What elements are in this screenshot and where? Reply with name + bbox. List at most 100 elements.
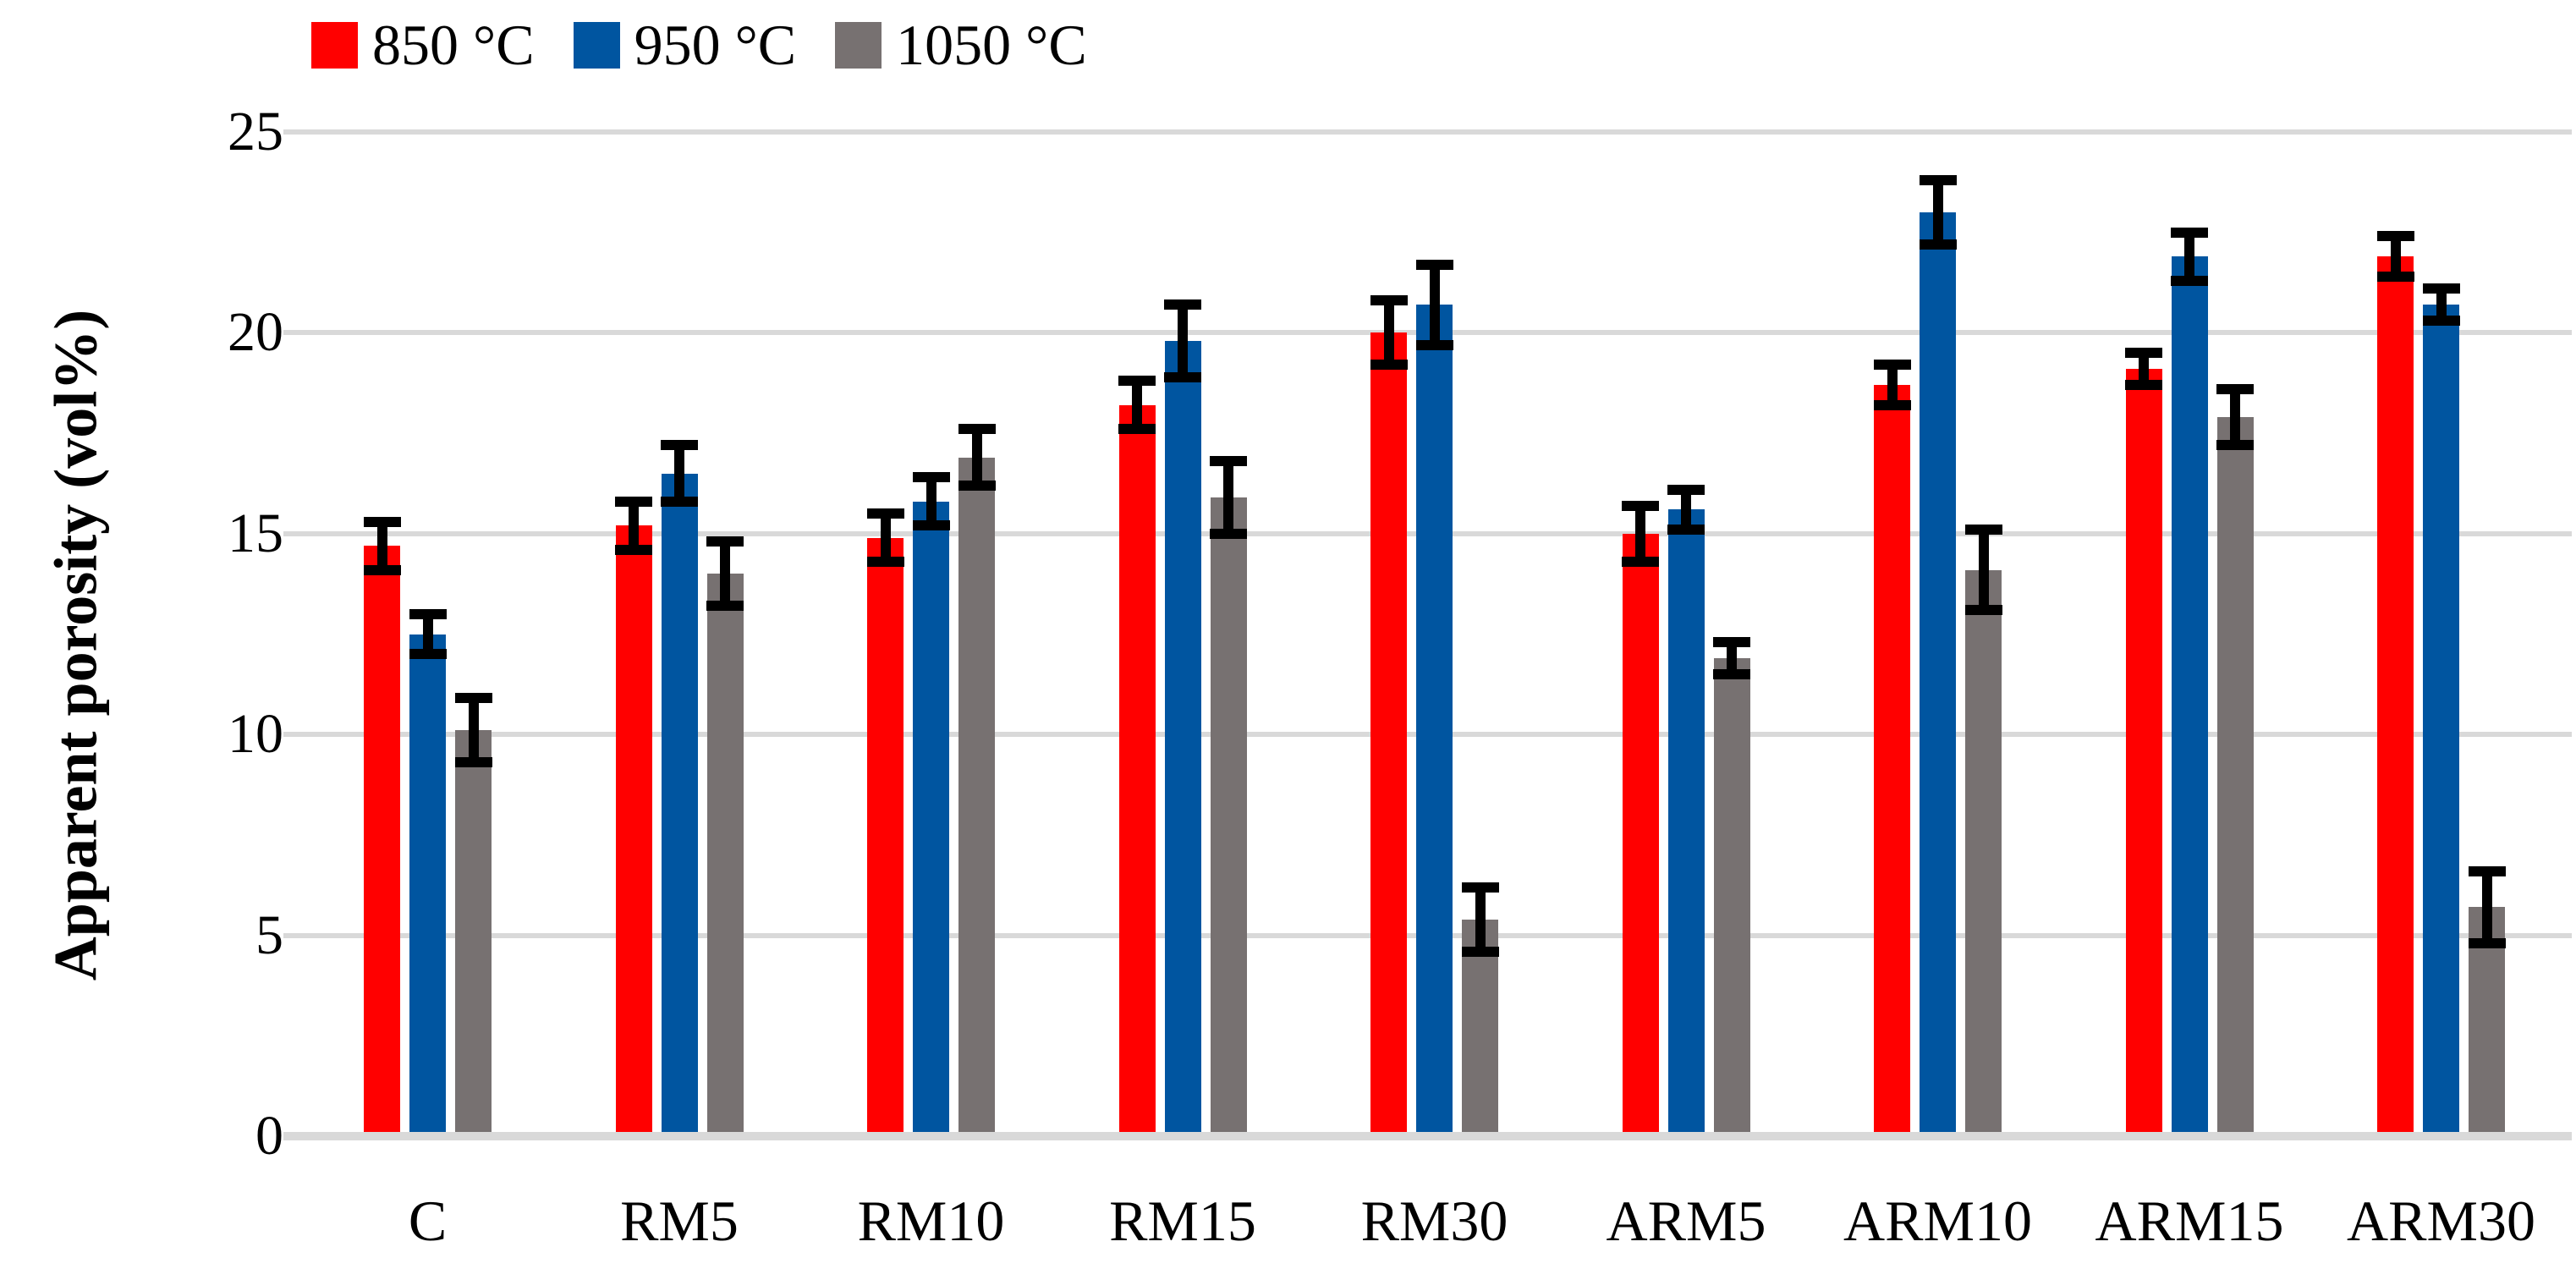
bar-rm5-850-c — [615, 525, 652, 1132]
x-category-label-arm5: ARM5 — [1606, 1189, 1766, 1253]
bar-rm15-1050-c — [1210, 497, 1247, 1132]
y-tick-label-25: 25 — [228, 101, 283, 162]
bar-rm15-850-c — [1118, 404, 1156, 1132]
error-bar-cap-top — [866, 508, 904, 519]
error-bar-cap-top — [1370, 295, 1408, 306]
error-bar-cap-top — [706, 536, 744, 547]
error-bar-line — [2481, 871, 2492, 944]
bar-rm30-950-c — [1416, 305, 1453, 1132]
error-bar-line — [1635, 505, 1645, 563]
error-bar-line — [2184, 232, 2194, 281]
bar-arm10-950-c — [1920, 212, 1956, 1132]
error-bar-cap-bottom — [1210, 528, 1247, 539]
error-bar-cap-bottom — [1964, 605, 2002, 615]
error-bar-line — [1727, 641, 1737, 674]
error-bar-cap-bottom — [1919, 239, 1957, 250]
error-bar-line — [2436, 288, 2447, 321]
bar-c-850-c — [364, 546, 400, 1132]
error-bar-cap-top — [409, 608, 447, 619]
y-tick-label-10: 10 — [228, 703, 283, 766]
error-bar-cap-bottom — [363, 564, 401, 575]
legend-swatch-1050-c — [835, 21, 882, 69]
error-bar-cap-top — [2468, 865, 2506, 876]
bar-rm10-850-c — [867, 537, 904, 1132]
error-bar-cap-bottom — [2171, 275, 2208, 286]
error-bar-cap-bottom — [615, 544, 652, 555]
error-bar-cap-top — [2171, 227, 2208, 238]
error-bar-cap-bottom — [454, 757, 492, 768]
error-bar-line — [1932, 179, 1943, 244]
y-axis-title: Apparent porosity (vol%) — [41, 309, 110, 981]
error-bar-line — [880, 514, 891, 563]
x-category-label-rm10: RM10 — [857, 1189, 1005, 1253]
error-bar-line — [2139, 353, 2149, 386]
legend-swatch-850-c — [311, 21, 358, 69]
error-bar-cap-top — [615, 496, 652, 507]
error-bar-line — [1132, 381, 1142, 430]
error-bar-cap-top — [1118, 376, 1156, 387]
x-category-label-rm15: RM15 — [1109, 1189, 1256, 1253]
error-bar-line — [1178, 305, 1188, 377]
bar-rm10-1050-c — [958, 457, 995, 1132]
error-bar-line — [674, 445, 684, 502]
error-bar-cap-bottom — [1370, 360, 1408, 371]
error-bar-line — [2390, 236, 2401, 277]
error-bar-line — [1383, 300, 1394, 365]
error-bar-cap-bottom — [1164, 371, 1201, 382]
bar-arm5-950-c — [1667, 509, 1705, 1132]
error-bar-line — [468, 698, 479, 763]
error-bar-cap-bottom — [706, 601, 744, 612]
error-bar-cap-bottom — [2422, 316, 2460, 327]
error-bar-line — [1223, 461, 1233, 534]
error-bar-cap-bottom — [1415, 339, 1453, 350]
error-bar-cap-bottom — [866, 557, 904, 568]
y-tick-label-0: 0 — [255, 1105, 283, 1167]
error-bar-line — [1429, 264, 1440, 345]
error-bar-cap-top — [1164, 299, 1201, 310]
error-bar-cap-top — [1964, 525, 2002, 536]
bar-arm15-850-c — [2125, 369, 2162, 1132]
error-bar-cap-bottom — [409, 649, 447, 660]
legend-item-850-c: 850 °C — [311, 15, 535, 74]
y-tick-label-15: 15 — [228, 502, 283, 564]
bar-arm5-1050-c — [1713, 657, 1750, 1132]
bar-arm5-850-c — [1622, 533, 1659, 1132]
error-bar-cap-bottom — [661, 496, 698, 507]
error-bar-cap-bottom — [1713, 668, 1750, 679]
gridline-y-25 — [283, 129, 2572, 135]
error-bar-line — [971, 429, 982, 486]
legend-item-950-c: 950 °C — [573, 15, 796, 74]
error-bar-cap-top — [2125, 348, 2162, 359]
x-category-label-c: C — [408, 1189, 448, 1253]
x-category-label-arm15: ARM15 — [2095, 1189, 2284, 1253]
error-bar-line — [629, 501, 639, 550]
error-bar-cap-bottom — [2376, 271, 2414, 282]
error-bar-cap-top — [363, 516, 401, 527]
error-bar-cap-bottom — [1667, 525, 1705, 536]
legend-swatch-950-c — [573, 21, 620, 69]
bar-arm10-1050-c — [1965, 569, 2002, 1132]
error-bar-cap-bottom — [912, 520, 950, 531]
bar-c-950-c — [409, 634, 446, 1132]
error-bar-line — [1887, 365, 1898, 405]
bar-arm15-1050-c — [2216, 417, 2254, 1132]
error-bar-line — [1681, 489, 1691, 530]
error-bar-cap-top — [2376, 231, 2414, 242]
bar-rm5-1050-c — [706, 574, 744, 1132]
error-bar-cap-top — [1667, 484, 1705, 495]
error-bar-cap-top — [1461, 882, 1499, 893]
bar-arm30-950-c — [2423, 305, 2459, 1132]
x-category-label-rm30: RM30 — [1360, 1189, 1508, 1253]
x-axis-line — [283, 1132, 2572, 1140]
x-category-label-rm5: RM5 — [620, 1189, 739, 1253]
y-tick-label-5: 5 — [255, 904, 283, 966]
error-bar-cap-top — [1713, 636, 1750, 647]
error-bar-cap-top — [1622, 500, 1659, 511]
bar-rm30-850-c — [1370, 332, 1407, 1132]
error-bar-cap-bottom — [958, 480, 996, 491]
error-bar-line — [925, 477, 936, 526]
x-category-label-arm30: ARM30 — [2347, 1189, 2535, 1253]
error-bar-line — [376, 521, 387, 570]
error-bar-line — [422, 613, 433, 655]
error-bar-line — [1978, 530, 1989, 610]
